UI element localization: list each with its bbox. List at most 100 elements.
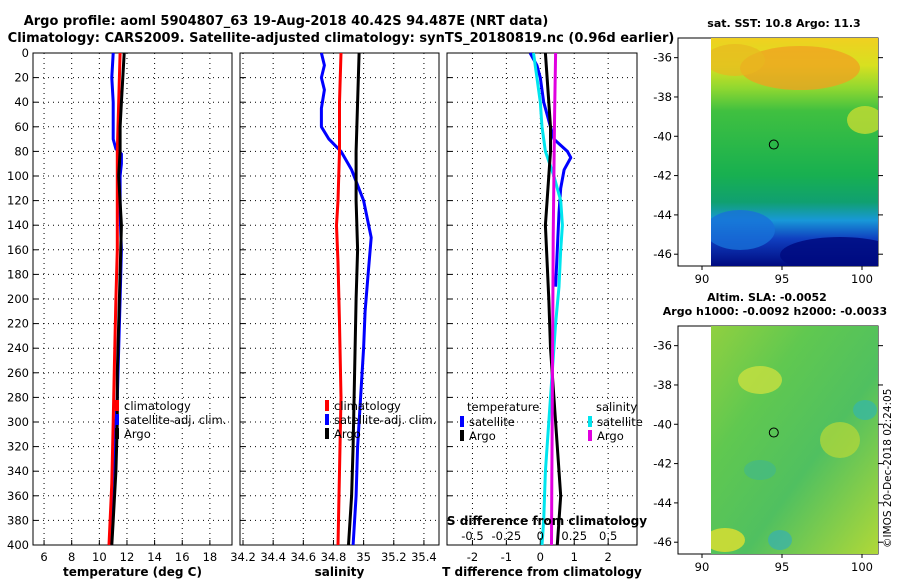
s-tick-label: 0 — [537, 529, 544, 543]
sla-low-patch-2 — [744, 460, 776, 480]
map-y-tick-label: -38 — [653, 90, 672, 104]
legend-label: satellite — [597, 415, 643, 429]
map-y-tick-label: -46 — [653, 247, 672, 261]
legend-label: satellite-adj. clim. — [334, 413, 436, 427]
x-tick-label: -2 — [467, 550, 478, 564]
map-y-tick-label: -36 — [653, 51, 672, 65]
y-tick-label: 380 — [7, 513, 29, 527]
y-tick-label: 280 — [7, 390, 29, 404]
x-tick-label: 34.6 — [291, 550, 317, 564]
y-tick-label: 320 — [7, 440, 29, 454]
argo-location-marker — [768, 427, 779, 438]
legend-label: Argo — [124, 427, 151, 441]
x-tick-label: 6 — [40, 550, 47, 564]
sst-warm-patch — [740, 46, 860, 90]
map-x-tick-label: 100 — [851, 560, 873, 574]
sla-high-patch — [738, 366, 782, 394]
series-line-s-satellite — [532, 52, 564, 546]
x-tick-label: 1 — [571, 550, 578, 564]
x-axis-label: temperature (deg C) — [63, 565, 202, 579]
sst-warm-patch-2 — [711, 44, 765, 76]
map-x-tick-label: 95 — [775, 560, 790, 574]
y-tick-label: 340 — [7, 464, 29, 478]
argo-location-marker — [768, 139, 779, 150]
series-line-t-argo — [543, 52, 563, 546]
map-y-tick-label: -40 — [653, 129, 672, 143]
legend-label: Argo — [334, 427, 361, 441]
map-x-tick-label: 90 — [695, 560, 710, 574]
y-tick-label: 300 — [7, 415, 29, 429]
y-tick-label: 240 — [7, 341, 29, 355]
y-tick-label: 140 — [7, 218, 29, 232]
s-tick-label: -0.25 — [491, 529, 521, 543]
x-tick-label: 16 — [175, 550, 190, 564]
sst-cold-patch-2 — [711, 210, 775, 250]
x-tick-label: 14 — [147, 550, 162, 564]
y-tick-label: 60 — [14, 120, 29, 134]
sst-map-title: sat. SST: 10.8 Argo: 11.3 — [707, 17, 860, 30]
legend-heading: temperature — [467, 400, 539, 414]
y-tick-label: 400 — [7, 538, 29, 552]
y-tick-label: 180 — [7, 267, 29, 281]
sla-high-patch-2 — [820, 422, 860, 458]
legend-label: Argo — [597, 429, 624, 443]
figure-title-line2: Climatology: CARS2009. Satellite-adjuste… — [8, 31, 675, 46]
map-y-tick-label: -42 — [653, 169, 672, 183]
series-line-climatology — [107, 52, 122, 546]
legend-label: Argo — [469, 429, 496, 443]
figure-title-line1: Argo profile: aoml 5904807_63 19-Aug-201… — [24, 14, 549, 29]
sst-map: -36 -38 -40 -42 -44 -46 90 95 100 — [653, 37, 883, 286]
x-tick-label: 34.8 — [321, 550, 347, 564]
map-x-tick-label: 100 — [851, 272, 873, 286]
temperature-panel: 0 20 40 60 80 100 120 140 160 180 200 220 240 260 280 3… — [7, 46, 233, 579]
x-tick-label: 35.4 — [411, 550, 437, 564]
sla-low-patch-3 — [768, 530, 792, 550]
map-y-tick-label: -46 — [653, 535, 672, 549]
sla-map-title-line2: Argo h1000: -0.0092 h2000: -0.0033 — [663, 305, 887, 318]
y-tick-label: 200 — [7, 292, 29, 306]
sla-low-patch — [853, 400, 877, 420]
series-line-argo — [347, 52, 361, 546]
y-tick-label: 120 — [7, 194, 29, 208]
map-y-tick-label: -36 — [653, 339, 672, 353]
map-x-tick-label: 95 — [775, 272, 790, 286]
y-tick-label: 360 — [7, 489, 29, 503]
series-line-climatology — [335, 52, 343, 546]
s-axis-label: S difference from climatology — [447, 514, 647, 528]
credit-text: ©IMOS 20-Dec-2018 02:24:05 — [882, 389, 894, 548]
x-tick-label: 18 — [203, 550, 218, 564]
y-tick-label: 220 — [7, 317, 29, 331]
y-tick-label: 260 — [7, 366, 29, 380]
x-tick-label: 0 — [537, 550, 544, 564]
plot-frame — [32, 52, 233, 546]
legend-label: satellite-adj. clim. — [124, 413, 226, 427]
y-tick-label: 40 — [14, 95, 29, 109]
x-tick-label: 2 — [604, 550, 611, 564]
x-tick-label: 35.2 — [381, 550, 407, 564]
x-tick-label: 10 — [92, 550, 107, 564]
y-tick-label: 160 — [7, 243, 29, 257]
sla-high-patch-3 — [711, 528, 745, 552]
series-line-argo — [110, 52, 126, 546]
difference-panel: -2 -1 0 1 2T difference from climatology temp… — [442, 52, 647, 579]
s-tick-label: 0.25 — [561, 529, 587, 543]
legend-label: climatology — [334, 399, 401, 413]
sla-map-title-line1: Altim. SLA: -0.0052 — [707, 291, 827, 304]
legend-label: climatology — [124, 399, 191, 413]
x-tick-label: -1 — [501, 550, 512, 564]
sst-cold-patch — [780, 237, 878, 266]
x-tick-label: 12 — [120, 550, 135, 564]
map-y-tick-label: -42 — [653, 457, 672, 471]
legend-heading: salinity — [596, 400, 637, 414]
map-x-tick-label: 90 — [695, 272, 710, 286]
y-tick-label: 20 — [14, 71, 29, 85]
y-tick-label: 100 — [7, 169, 29, 183]
x-axis-label: T difference from climatology — [442, 565, 642, 579]
sla-map: -36 -38 -40 -42 -44 -46 90 95 100 — [653, 325, 883, 574]
x-tick-label: 34.4 — [260, 550, 286, 564]
y-tick-label: 0 — [22, 46, 29, 60]
x-tick-label: 34.2 — [230, 550, 256, 564]
map-y-tick-label: -44 — [653, 208, 672, 222]
sst-warm-patch-3 — [847, 106, 878, 134]
